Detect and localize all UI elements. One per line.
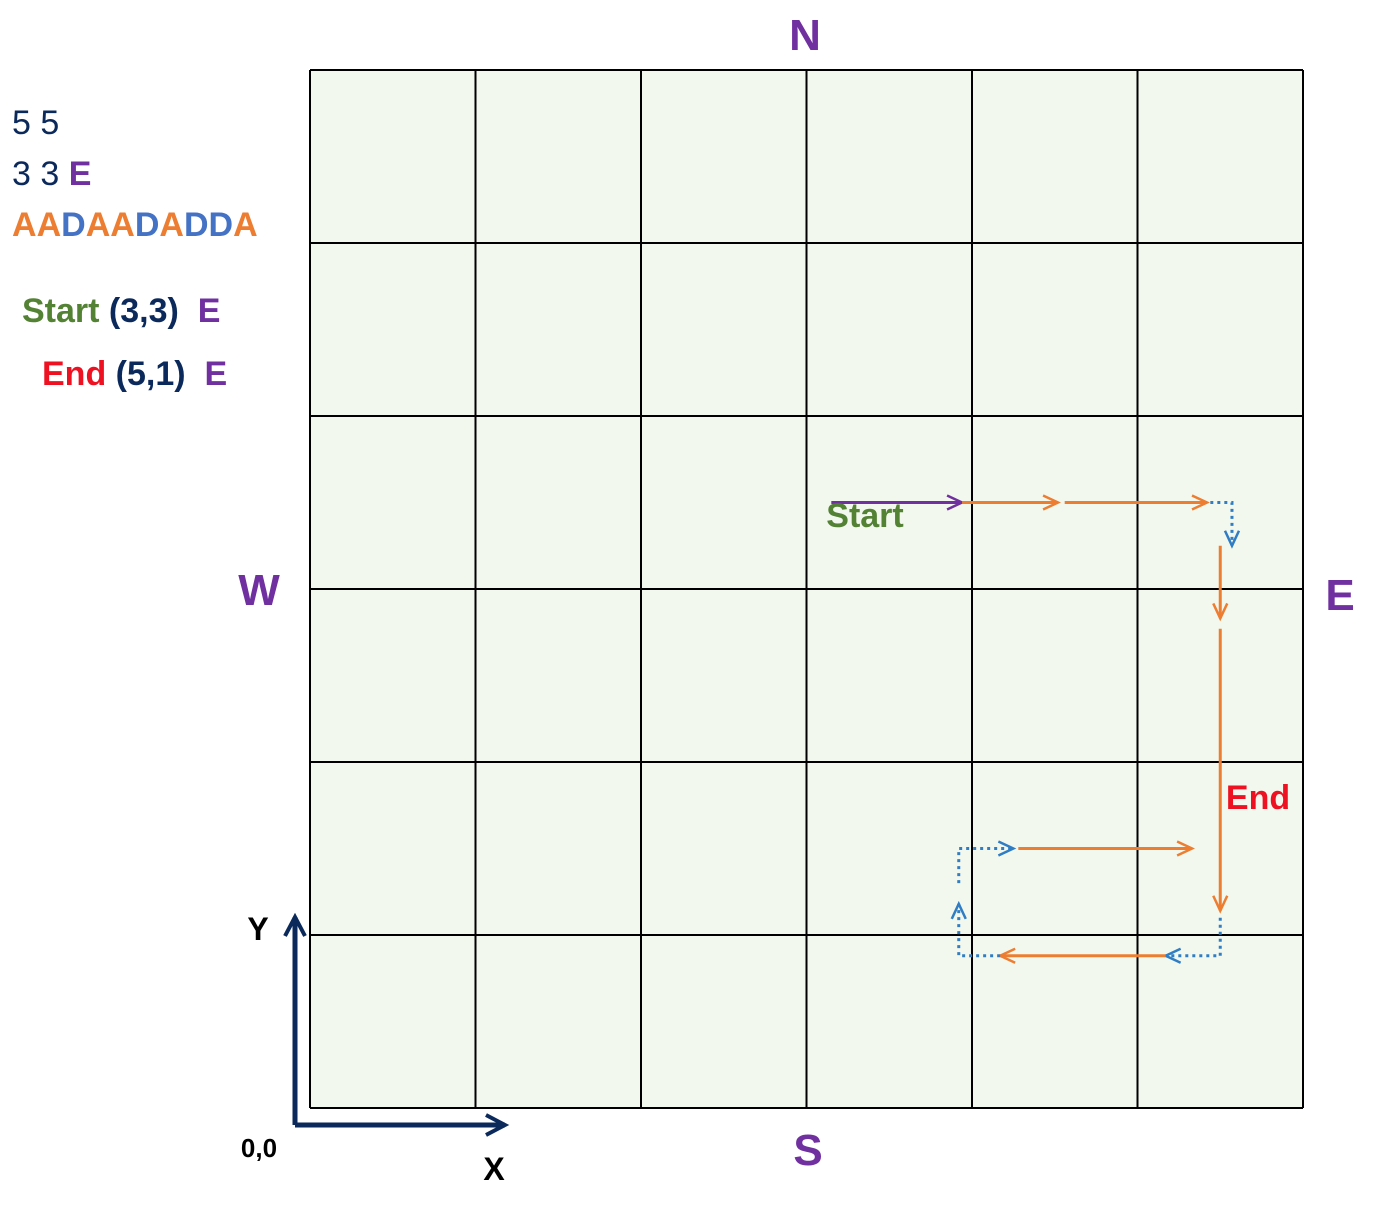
start-status-coord: (3,3) bbox=[108, 292, 179, 330]
compass-east: E bbox=[1325, 571, 1354, 620]
start-status: Start (3,3) E bbox=[22, 292, 220, 331]
command-turn-2: D bbox=[61, 206, 86, 244]
grid bbox=[309, 69, 1304, 1109]
command-turn-8: D bbox=[208, 206, 234, 244]
command-advance-4: A bbox=[110, 206, 135, 244]
command-advance-0: A bbox=[12, 206, 37, 244]
facing-value: E bbox=[68, 155, 92, 193]
position-value: 3 3 bbox=[12, 155, 60, 193]
x-axis-label: X bbox=[483, 1151, 505, 1187]
start-status-label: Start bbox=[22, 292, 100, 330]
y-axis-label: Y bbox=[247, 911, 268, 947]
compass-west: W bbox=[238, 566, 280, 615]
command-advance-3: A bbox=[85, 206, 111, 244]
path-turn-arrow bbox=[1210, 501, 1241, 549]
compass-south: S bbox=[793, 1126, 822, 1175]
start-status-direction: E bbox=[197, 292, 221, 330]
axes: Y X 0,0 bbox=[241, 911, 510, 1187]
command-advance-6: A bbox=[159, 206, 184, 244]
command-turn-5: D bbox=[134, 206, 160, 244]
command-advance-1: A bbox=[36, 206, 62, 244]
command-turn-7: D bbox=[183, 206, 209, 244]
origin-label: 0,0 bbox=[241, 1133, 277, 1163]
rover-path bbox=[831, 494, 1241, 964]
command-string: AADAADADDA bbox=[12, 206, 258, 245]
path-turn-arrow bbox=[957, 840, 1017, 884]
position-line: 3 3 E bbox=[12, 155, 91, 194]
compass-north: N bbox=[789, 11, 821, 60]
end-status: End (5,1) E bbox=[42, 355, 227, 394]
end-status-coord: (5,1) bbox=[115, 355, 186, 393]
path-end-label: End bbox=[1226, 779, 1290, 817]
end-status-direction: E bbox=[204, 355, 228, 393]
grid-size-line: 5 5 bbox=[12, 104, 60, 142]
path-start-label: Start bbox=[826, 497, 903, 535]
command-advance-9: A bbox=[233, 206, 258, 244]
compass-labels: N S E W bbox=[238, 11, 1354, 1175]
end-status-label: End bbox=[42, 355, 107, 393]
